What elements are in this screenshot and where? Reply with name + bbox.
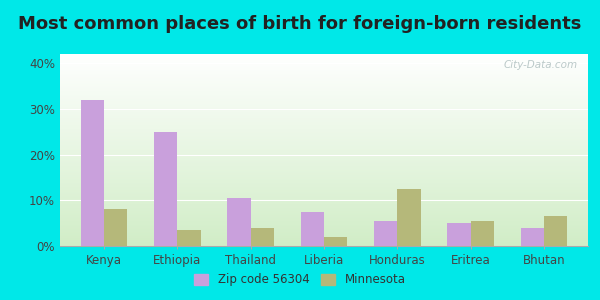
Bar xyxy=(324,237,347,246)
Text: City-Data.com: City-Data.com xyxy=(503,60,577,70)
Bar xyxy=(544,216,568,246)
Bar xyxy=(251,228,274,246)
Bar xyxy=(154,132,178,246)
Bar xyxy=(178,230,201,246)
Legend: Zip code 56304, Minnesota: Zip code 56304, Minnesota xyxy=(190,269,410,291)
Bar xyxy=(227,198,251,246)
Bar xyxy=(397,189,421,246)
Bar xyxy=(104,209,127,246)
Bar xyxy=(447,223,470,246)
Bar xyxy=(80,100,104,246)
Bar xyxy=(374,221,397,246)
Bar xyxy=(521,228,544,246)
Text: Most common places of birth for foreign-born residents: Most common places of birth for foreign-… xyxy=(19,15,581,33)
Bar xyxy=(470,221,494,246)
Bar xyxy=(301,212,324,246)
